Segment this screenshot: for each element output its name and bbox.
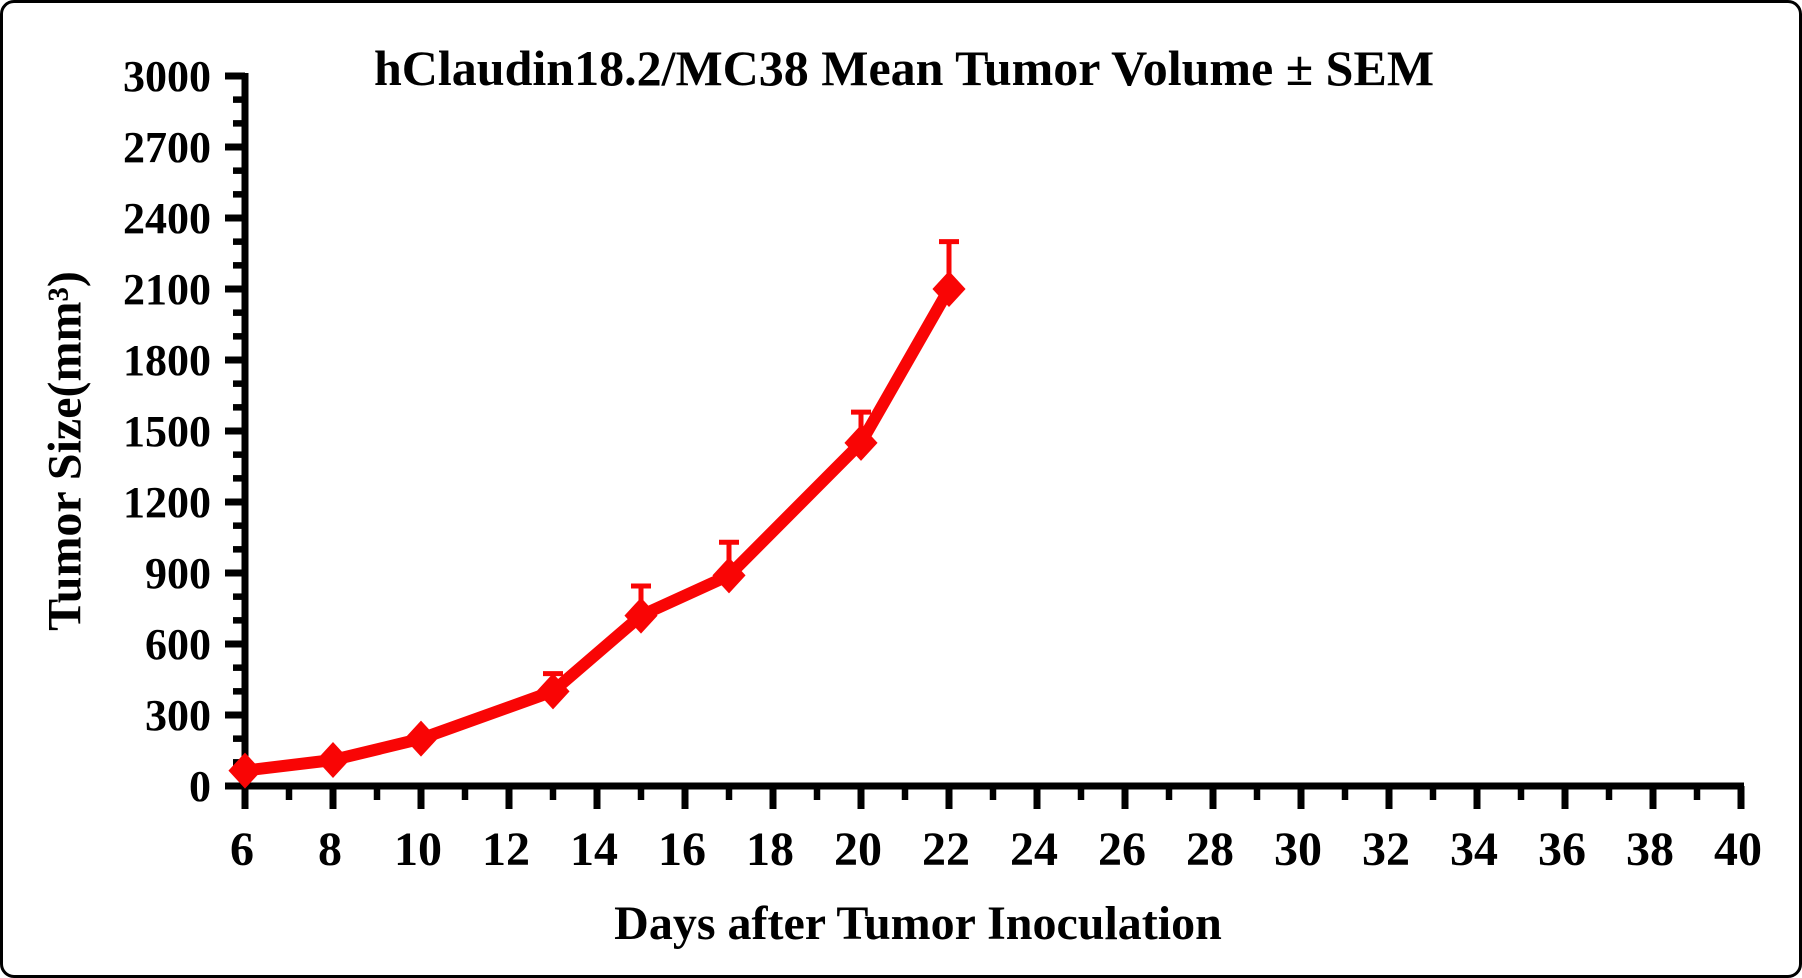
y-tick-label: 3000 [123,52,211,101]
x-axis-label: Days after Tumor Inoculation [614,897,1222,950]
y-tick-label: 600 [145,620,211,669]
x-tick-label: 36 [1538,823,1586,876]
tumor-volume-line-chart: 0 300 600 900 1200 1500 1800 2100 2400 2700 3000 6 8… [123,52,1762,876]
x-tick-label: 20 [834,823,882,876]
y-tick-label: 2400 [123,194,211,243]
x-tick-label: 40 [1714,823,1762,876]
y-tick-label: 0 [189,762,211,811]
x-tick-label: 10 [394,823,442,876]
y-tick-label: 2100 [123,265,211,314]
data-point-marker-day-10 [404,720,438,757]
x-tick-label: 26 [1098,823,1146,876]
x-tick-label: 32 [1362,823,1410,876]
chart-title: hClaudin18.2/MC38 Mean Tumor Volume ± SE… [373,40,1435,96]
x-tick-label: 38 [1626,823,1674,876]
series-line [239,283,955,777]
x-tick-label: 22 [922,823,970,876]
y-tick-label: 1800 [123,336,211,385]
x-tick-label: 28 [1186,823,1234,876]
y-tick-label: 2700 [123,123,211,172]
x-tick-label: 16 [658,823,706,876]
data-point-marker-day-13 [536,673,570,710]
x-tick-label: 6 [230,823,254,876]
y-tick-label: 1500 [123,407,211,456]
y-tick-label: 900 [145,549,211,598]
data-point-marker-day-6 [228,752,262,789]
x-tick-label: 24 [1010,823,1058,876]
data-point-marker-day-20 [844,424,878,461]
x-tick-label: 34 [1450,823,1498,876]
x-tick-label: 30 [1274,823,1322,876]
y-axis-label: Tumor Size(mm³) [38,271,92,631]
data-point-marker-day-22 [932,271,966,307]
x-tick-label: 8 [318,823,342,876]
y-tick-label: 1200 [123,478,211,527]
data-point-marker-day-15 [624,597,658,634]
y-tick-label: 300 [145,691,211,740]
data-point-marker-day-17 [712,557,746,594]
x-tick-label: 12 [482,823,530,876]
x-tick-label: 14 [570,823,618,876]
data-point-marker-day-8 [316,741,350,778]
x-tick-label: 18 [746,823,794,876]
